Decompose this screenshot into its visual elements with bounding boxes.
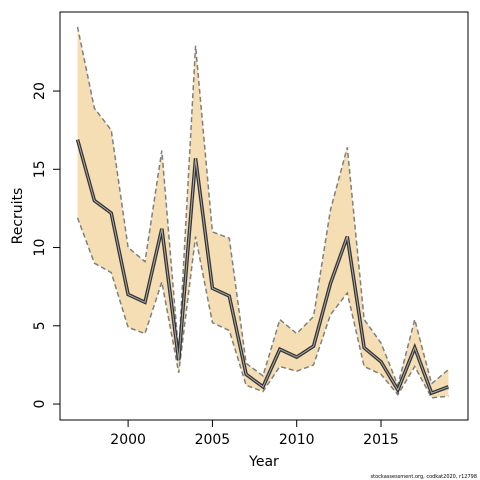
y-tick-label: 0 bbox=[32, 400, 48, 409]
x-tick-label: 2015 bbox=[363, 432, 399, 448]
y-tick-label: 15 bbox=[32, 160, 48, 178]
plot-frame bbox=[59, 11, 469, 421]
confidence-band bbox=[77, 26, 449, 398]
y-tick-label: 10 bbox=[32, 239, 48, 257]
y-tick-label: 5 bbox=[32, 321, 48, 330]
x-tick-label: 2005 bbox=[195, 432, 231, 448]
y-tick-label: 20 bbox=[32, 82, 48, 100]
x-tick-label: 2010 bbox=[279, 432, 315, 448]
footnote: stockassessment.org, codkat2020, r12798 bbox=[371, 474, 477, 480]
lower-bound bbox=[76, 217, 449, 399]
x-tick-label: 2000 bbox=[110, 432, 146, 448]
estimate-line bbox=[77, 139, 449, 394]
x-axis-label: Year bbox=[248, 454, 279, 470]
upper-bound bbox=[76, 26, 449, 388]
y-axis-label: Recruits bbox=[10, 188, 26, 245]
